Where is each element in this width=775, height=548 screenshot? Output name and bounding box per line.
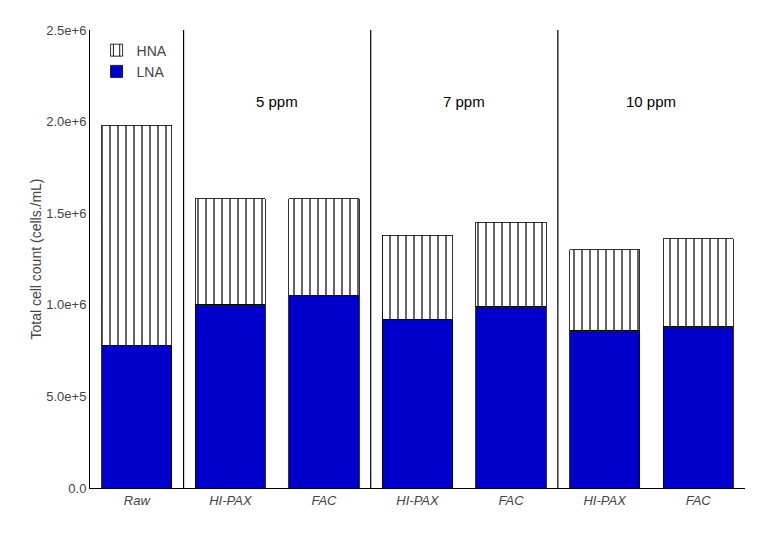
svg-text:0.0: 0.0 [68,481,86,496]
svg-text:7 ppm: 7 ppm [443,93,485,110]
svg-text:HI-PAX: HI-PAX [396,493,440,508]
svg-text:Total cell count (cells./mL): Total cell count (cells./mL) [28,178,44,339]
svg-text:HNA: HNA [137,43,167,59]
svg-text:Raw: Raw [124,493,152,508]
svg-text:10 ppm: 10 ppm [626,93,676,110]
svg-text:5.0e+5: 5.0e+5 [46,389,86,404]
svg-text:1.5e+6: 1.5e+6 [46,206,86,221]
svg-text:FAC: FAC [311,493,337,508]
svg-text:FAC: FAC [686,493,712,508]
svg-text:HI-PAX: HI-PAX [209,493,253,508]
svg-text:5 ppm: 5 ppm [256,93,298,110]
svg-text:2.0e+6: 2.0e+6 [46,114,86,129]
svg-text:LNA: LNA [137,64,165,80]
svg-text:FAC: FAC [499,493,525,508]
svg-text:2.5e+6: 2.5e+6 [46,23,86,38]
svg-text:1.0e+6: 1.0e+6 [46,297,86,312]
svg-text:HI-PAX: HI-PAX [583,493,627,508]
